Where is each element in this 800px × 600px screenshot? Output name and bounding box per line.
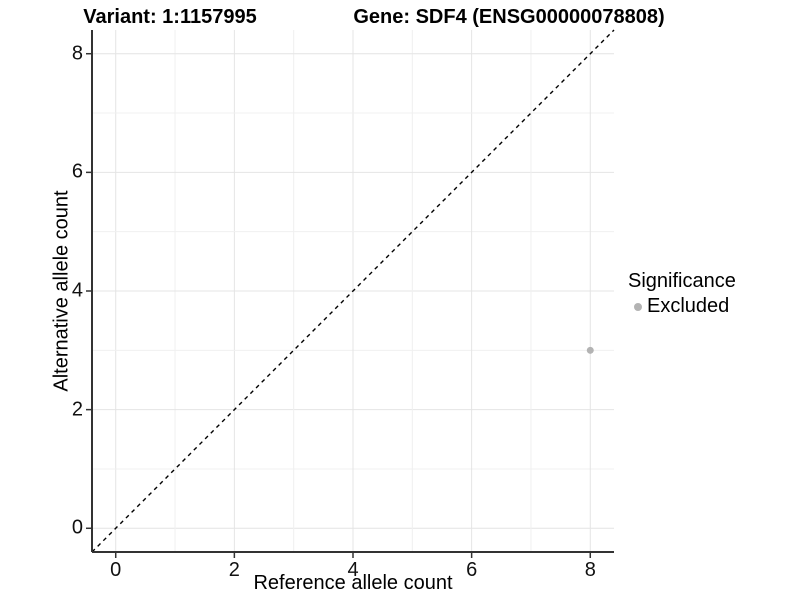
y-tick-label: 2 <box>71 398 83 421</box>
y-axis-title: Alternative allele count <box>50 190 73 392</box>
y-tick-label: 8 <box>71 42 83 65</box>
y-tick-label: 6 <box>71 160 83 183</box>
x-tick-label: 0 <box>110 559 122 581</box>
x-tick-label: 4 <box>347 559 359 581</box>
excluded-point-icon <box>634 302 642 311</box>
legend-title: Significance <box>628 270 736 292</box>
legend-item-excluded: Excluded <box>628 295 736 318</box>
x-tick-label: 2 <box>228 559 240 581</box>
plot-title-variant: Variant: 1:1157995 <box>83 6 257 28</box>
legend: Significance Excluded <box>628 270 736 318</box>
plot-title-gene: Gene: SDF4 (ENSG00000078808) <box>353 6 665 28</box>
y-tick-label: 4 <box>71 279 83 302</box>
x-tick-label: 6 <box>466 559 478 581</box>
y-tick-label: 0 <box>71 516 83 539</box>
legend-item-label: Excluded <box>647 295 730 317</box>
x-axis-title: Reference allele count <box>253 572 453 594</box>
x-tick-label: 8 <box>584 559 596 581</box>
